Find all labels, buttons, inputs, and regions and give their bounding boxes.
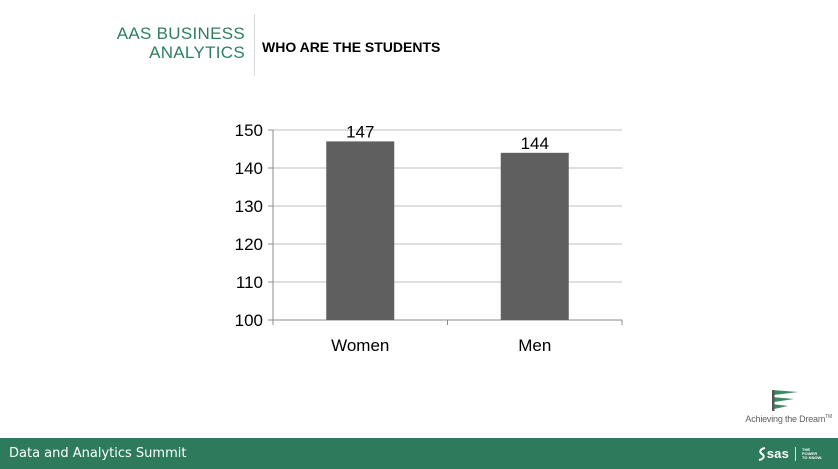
bar-men — [500, 152, 569, 320]
sas-swirl-icon — [758, 446, 765, 461]
bar-women — [326, 141, 395, 320]
sas-separator — [795, 446, 796, 461]
brand-line-2: ANALYTICS — [149, 43, 245, 62]
sas-logo: sas THE POWER TO KNOW. — [758, 446, 824, 461]
achieving-the-dream-logo: Achieving the DreamTM — [722, 388, 832, 432]
sas-tagline: THE POWER TO KNOW. — [802, 446, 823, 460]
x-tick-label: Women — [331, 336, 389, 355]
footer-title: Data and Analytics Summit — [9, 446, 187, 461]
y-tick-label: 110 — [236, 273, 263, 292]
header-divider — [254, 14, 255, 76]
bar-chart: 100 110 120 130 140 150 147 Women 144 Men — [235, 121, 623, 355]
brand-line-1: AAS BUSINESS — [116, 24, 245, 43]
brand-title: AAS BUSINESS ANALYTICS — [60, 24, 245, 62]
achieving-the-dream-text: Achieving the DreamTM — [745, 414, 832, 424]
y-tick-label: 100 — [235, 311, 263, 330]
y-tick-label: 120 — [235, 235, 263, 254]
footer-bar: Data and Analytics Summit sas THE POWER … — [0, 438, 838, 469]
y-tick-label: 130 — [235, 197, 263, 216]
y-tick-label: 140 — [235, 159, 263, 178]
x-tick-label: Men — [518, 336, 551, 355]
achieving-the-dream-icon — [772, 390, 798, 411]
data-label: 144 — [521, 134, 549, 153]
sas-wordmark: sas — [766, 446, 789, 461]
y-tick-label: 150 — [235, 121, 263, 140]
slide-title: WHO ARE THE STUDENTS — [262, 39, 441, 55]
data-label: 147 — [346, 122, 374, 141]
